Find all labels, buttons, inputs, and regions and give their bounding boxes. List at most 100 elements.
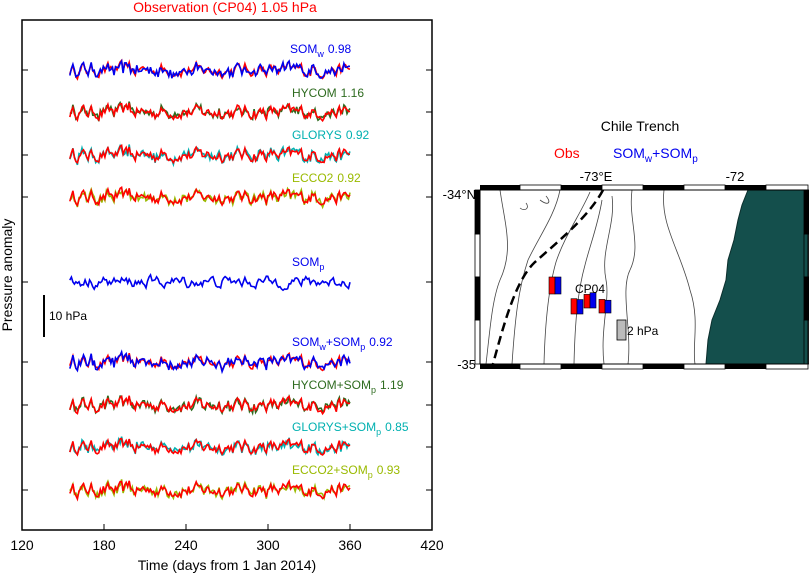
- x-tick-label: 240: [174, 537, 198, 553]
- contour-line: [573, 199, 603, 364]
- map-legend: Obs SOMw+SOMp: [554, 145, 698, 165]
- label-ecco2-somp: ECCO2+SOMp 0.93: [292, 463, 400, 480]
- x-tick-label: 300: [256, 537, 280, 553]
- frame-segment: [601, 363, 644, 370]
- station-bar-model: [589, 292, 597, 309]
- contour-line: [543, 191, 591, 364]
- panel-somw: [69, 58, 351, 81]
- frame-segment: [474, 233, 481, 278]
- contour-line: [511, 190, 561, 364]
- series-line-obs: [69, 394, 351, 416]
- trench-axis: [491, 190, 605, 364]
- frame-segment: [519, 184, 562, 191]
- frame-segment: [765, 363, 809, 370]
- legend-obs: Obs: [554, 145, 580, 161]
- frame-segment: [643, 364, 684, 369]
- label-glorys-somp: GLORYS+SOMp 0.85: [292, 420, 409, 437]
- y-axis-label: Pressure anomaly: [0, 219, 15, 332]
- chart-title: Observation (CP04) 1.05 hPa: [133, 0, 317, 15]
- contour-line: [602, 195, 614, 364]
- station-bar-model: [576, 299, 584, 315]
- label-hycom-somp: HYCOM+SOMp 1.19: [292, 378, 404, 395]
- frame-segment: [474, 276, 481, 321]
- panel-labels: SOMw 0.98 HYCOM 1.16 GLORYS 0.92 ECCO2 0.92 …: [290, 42, 409, 480]
- scale-bar-label: 10 hPa: [49, 309, 87, 323]
- station-bar-obs: [548, 276, 556, 295]
- lon-tick-72: -72: [726, 169, 745, 184]
- series-line-obs: [69, 101, 351, 123]
- legend-model: SOMw+SOMp: [613, 145, 698, 165]
- frame-segment: [803, 189, 809, 235]
- label-somp: SOMp: [292, 255, 324, 272]
- scale-bar: 10 hPa: [43, 295, 87, 337]
- series-line-ecco2_somp: [69, 479, 351, 501]
- label-glorys: GLORYS 0.92: [292, 128, 369, 142]
- x-tick-label: 360: [338, 537, 362, 553]
- x-tick-label: 180: [92, 537, 116, 553]
- frame-segment: [725, 364, 766, 369]
- x-tick-label: 120: [10, 537, 34, 553]
- panel-glorys: [69, 143, 351, 168]
- frame-segment: [474, 189, 481, 235]
- contour-line: [485, 190, 508, 364]
- contour-line: [519, 202, 528, 211]
- series-line-somp: [69, 273, 351, 292]
- station-label: CP04: [575, 282, 605, 296]
- map-scale-label: 2 hPa: [627, 324, 659, 338]
- frame-segment: [601, 184, 644, 191]
- frame-segment: [725, 185, 766, 190]
- frame-segment: [474, 319, 481, 365]
- frame-segment: [519, 363, 562, 370]
- frame-segment: [765, 184, 809, 191]
- map-scale-bar: [616, 319, 627, 341]
- plot-frame: [21, 19, 433, 531]
- lon-tick-73: -73°E: [580, 169, 613, 184]
- frame-segment: [803, 319, 809, 365]
- contour-line: [539, 195, 550, 204]
- panel-ecco2_somp: [69, 478, 351, 502]
- label-hycom: HYCOM 1.16: [292, 86, 364, 100]
- panel-somw_somp: [69, 349, 351, 375]
- map-title: Chile Trench: [601, 118, 680, 134]
- lat-tick-35: -35: [457, 357, 476, 372]
- land-mass: [705, 190, 808, 364]
- label-somw: SOMw 0.98: [290, 42, 352, 59]
- label-somw-somp: SOMw+SOMp 0.92: [292, 335, 393, 352]
- frame-segment: [480, 185, 520, 190]
- panel-hycom: [69, 100, 351, 123]
- station-bar-model: [604, 299, 612, 314]
- map-panel: Chile Trench Obs SOMw+SOMp -73°E -72 -34…: [443, 118, 809, 372]
- contour-line: [663, 190, 696, 364]
- frame-segment: [683, 184, 726, 191]
- station-bar-obs: [583, 294, 591, 309]
- label-ecco2: ECCO2 0.92: [292, 171, 361, 185]
- timeseries-chart: Observation (CP04) 1.05 hPa Pressure ano…: [0, 0, 444, 573]
- panel-somp: [69, 273, 351, 292]
- contour-line: [625, 190, 636, 364]
- panel-ecco2: [69, 186, 351, 210]
- map-body: CP04 2 hPa: [480, 190, 808, 364]
- x-axis-label: Time (days from 1 Jan 2014): [138, 557, 316, 573]
- frame-segment: [561, 364, 602, 369]
- frame-segment: [643, 185, 684, 190]
- series-line-obs: [69, 437, 351, 457]
- series-layer: [69, 58, 351, 502]
- frame-segment: [683, 363, 726, 370]
- station-bars: [548, 276, 612, 315]
- station-bar-obs: [598, 299, 606, 314]
- y-ticks: [22, 69, 432, 491]
- x-tick-label: 420: [420, 537, 444, 553]
- frame-segment: [480, 364, 520, 369]
- series-line-obs: [69, 186, 351, 207]
- bathymetry-contours: [485, 190, 696, 364]
- panel-glorys_somp: [69, 436, 351, 457]
- panel-hycom_somp: [69, 393, 351, 416]
- station-bar-obs: [570, 298, 578, 315]
- frame-segment: [803, 276, 809, 321]
- x-ticks: 120 180 240 300 360 420: [10, 524, 444, 553]
- lat-tick-34: -34°N: [443, 187, 476, 202]
- series-line-somw: [69, 58, 350, 80]
- station-bar-model: [554, 276, 562, 295]
- map-frame: [474, 184, 809, 370]
- series-line-obs: [69, 478, 351, 502]
